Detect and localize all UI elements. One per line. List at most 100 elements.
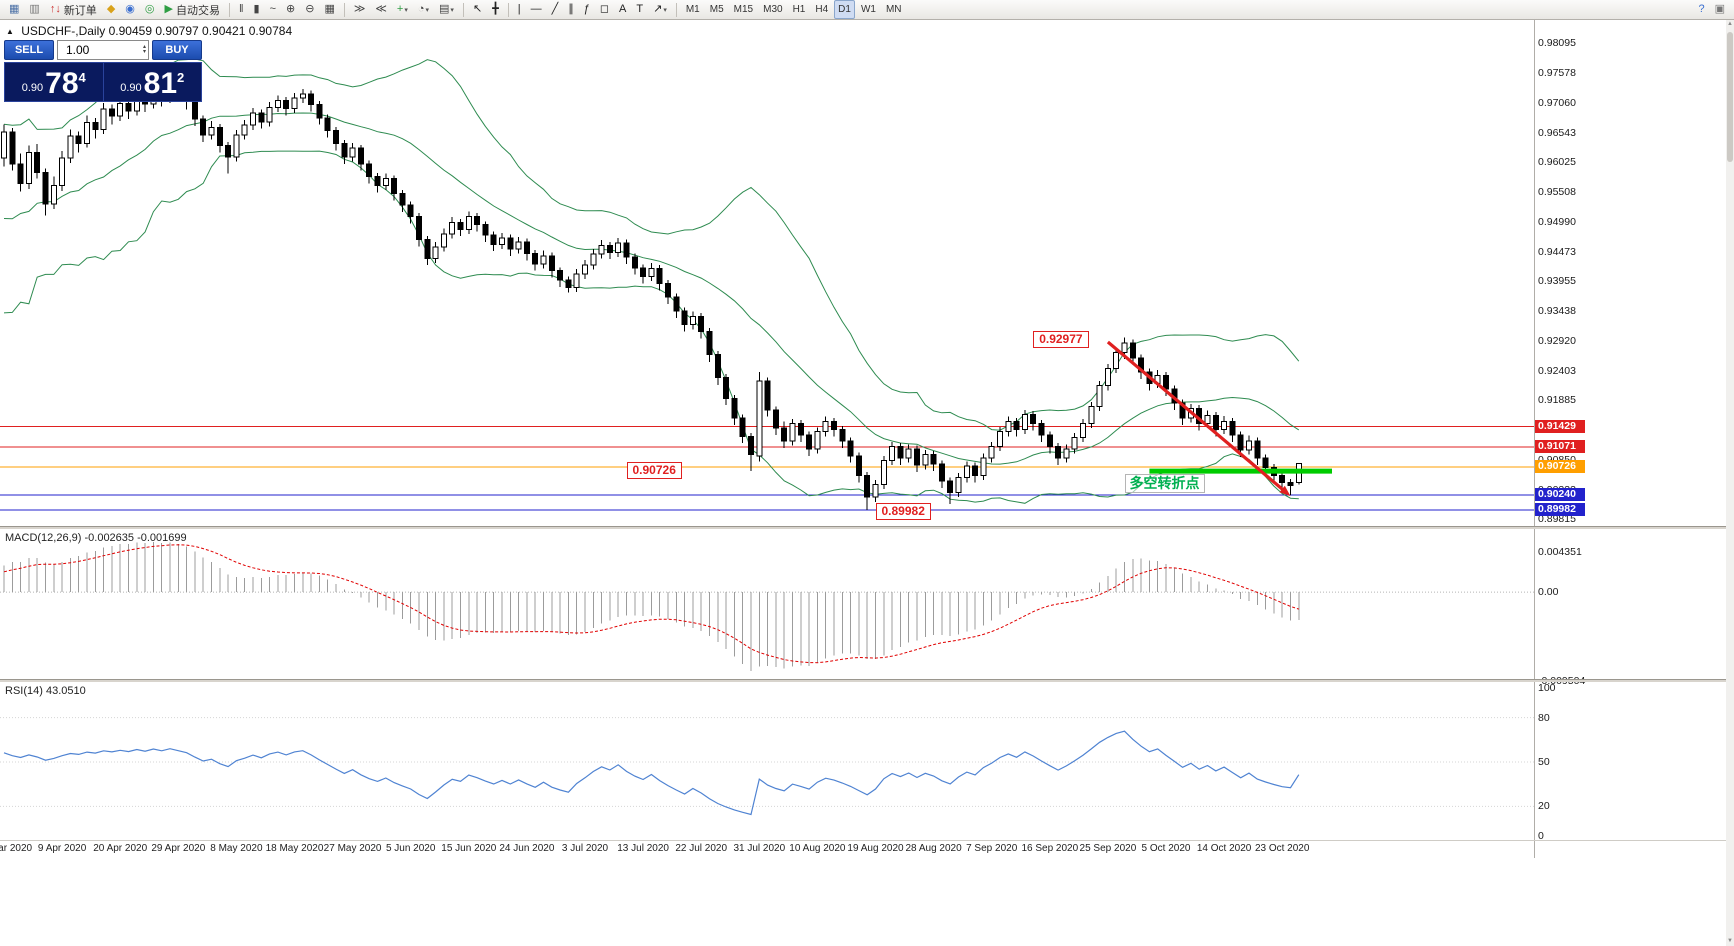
horizontal-line-icon[interactable]: — xyxy=(527,0,546,19)
candlestick-chart-icon[interactable]: ▮ xyxy=(250,0,264,19)
macd-histogram xyxy=(3,541,1300,672)
channel-glyph: ∥ xyxy=(568,3,574,15)
line-chart-icon[interactable]: ~ xyxy=(266,0,280,19)
price-tick-label: 0.96543 xyxy=(1538,126,1576,139)
panel-splitter-rsi[interactable] xyxy=(0,679,1726,682)
toolbar: ▦ ▥ ↑↓ 新订单 ◆ ◉ ◎ ▶ 自动交易 ‖ ▮ ~ ⊕ ⊖ ▦ ≫ ≪ + ▾ ◔ ▾ ▤ ▾ ↖ ╋ | — ╱ ∥ ƒ ◻ A T ↗… xyxy=(0,0,1734,20)
vertical-line-glyph: | xyxy=(517,3,521,15)
market-watch-icon[interactable]: ◉ xyxy=(121,0,139,19)
date-label: 5 Oct 2020 xyxy=(1141,843,1191,854)
timeframe-mn[interactable]: MN xyxy=(882,0,906,19)
pivot-note[interactable]: 多空转折点 xyxy=(1124,474,1205,494)
strategy-tester-icon[interactable]: ◎ xyxy=(141,0,159,19)
rsi-tick-label: 50 xyxy=(1538,756,1550,768)
indicators-caret-icon[interactable]: ▾ xyxy=(404,6,408,14)
arrows-caret-icon[interactable]: ▾ xyxy=(663,6,667,14)
symbol-period-label: USDCHF-,Daily xyxy=(21,24,106,38)
arrows-icon[interactable]: ↗ ▾ xyxy=(649,0,671,19)
timeframe-h4[interactable]: H4 xyxy=(811,0,832,19)
one-click-collapse-icon[interactable]: ▲ xyxy=(6,27,14,36)
channel-icon[interactable]: ∥ xyxy=(564,0,578,19)
timeframe-m1[interactable]: M1 xyxy=(682,0,704,19)
volume-down-icon[interactable]: ▾ xyxy=(142,49,146,55)
timeframe-m30[interactable]: M30 xyxy=(759,0,786,19)
templates-glyph: ▤ xyxy=(439,3,450,15)
rsi-panel-canvas[interactable] xyxy=(0,682,1534,840)
volume-spinner[interactable]: ▴ ▾ xyxy=(142,44,146,55)
text-label-glyph: T xyxy=(636,3,644,15)
templates-icon[interactable]: ▤ ▾ xyxy=(435,0,458,19)
periods-caret-icon[interactable]: ▾ xyxy=(425,6,430,14)
buy-price-prefix: 0.90 xyxy=(120,82,142,94)
fibonacci-icon[interactable]: ƒ xyxy=(580,0,594,19)
metaeditor-icon[interactable]: ◆ xyxy=(103,0,119,19)
crosshair-icon[interactable]: ╋ xyxy=(488,0,503,19)
tile-windows-icon[interactable]: ▦ xyxy=(320,0,338,19)
timeframe-m15[interactable]: M15 xyxy=(730,0,757,19)
auto-scroll-icon[interactable]: ≫ xyxy=(350,0,370,19)
new-order-button[interactable]: ↑↓ 新订单 xyxy=(46,0,101,19)
text-label-icon[interactable]: T xyxy=(632,0,647,19)
timeframe-h1[interactable]: H1 xyxy=(789,0,810,19)
text-icon[interactable]: A xyxy=(615,0,630,19)
bollinger-bands xyxy=(3,58,1300,504)
buy-button[interactable]: BUY xyxy=(152,40,202,60)
date-label: 31 Mar 2020 xyxy=(0,843,33,854)
help-icon[interactable]: ? xyxy=(1694,0,1708,19)
one-click-trading-panel: SELL 1.00 ▴ ▾ BUY 0.90 78 4 0.90 81 2 xyxy=(4,40,202,102)
scrollbar-thumb[interactable] xyxy=(1727,32,1733,162)
bar-chart-icon[interactable]: ‖ xyxy=(235,0,248,19)
date-label: 3 Jul 2020 xyxy=(561,843,609,854)
timeframe-h4-label: H4 xyxy=(815,4,829,15)
timeframe-mn-label: MN xyxy=(885,4,902,15)
shapes-icon[interactable]: ◻ xyxy=(596,0,613,19)
toolbar-group: | — ╱ ∥ ƒ ◻ A T ↗ ▾ xyxy=(513,0,672,19)
zoom-out-icon[interactable]: ⊖ xyxy=(301,0,318,19)
panel-splitter-macd[interactable] xyxy=(0,526,1726,529)
date-label: 27 May 2020 xyxy=(323,843,382,854)
profiles-icon[interactable]: ▥ xyxy=(25,0,43,19)
rsi-tick-label: 20 xyxy=(1538,800,1550,813)
price-callout-low[interactable]: 0.89982 xyxy=(875,503,931,520)
indicators-icon[interactable]: + ▾ xyxy=(393,0,412,19)
scroll-down-icon[interactable]: ▼ xyxy=(1727,938,1733,944)
price-callout-peak[interactable]: 0.92977 xyxy=(1033,330,1089,348)
periods-icon[interactable]: ◔ ▾ xyxy=(414,0,433,19)
cursor-icon[interactable]: ↖ xyxy=(469,0,486,19)
price-tick-label: 0.96025 xyxy=(1538,156,1576,169)
date-label: 7 Sep 2020 xyxy=(966,843,1018,854)
chart-shift-icon[interactable]: ≪ xyxy=(371,0,391,19)
volume-stepper[interactable]: 1.00 ▴ ▾ xyxy=(57,40,149,60)
macd-name: MACD(12,26,9) xyxy=(5,532,82,544)
hline-price-label: 0.89982 xyxy=(1535,502,1585,516)
trendline-icon[interactable]: ╱ xyxy=(548,0,563,19)
templates-caret-icon[interactable]: ▾ xyxy=(450,6,454,14)
vertical-line-icon[interactable]: | xyxy=(514,0,525,19)
autotrading-glyph: ▶ xyxy=(164,3,173,15)
rsi-tick-label: 0 xyxy=(1538,830,1544,842)
zoom-in-icon[interactable]: ⊕ xyxy=(282,0,299,19)
buy-price[interactable]: 0.90 81 2 xyxy=(104,63,202,101)
main-chart-canvas[interactable] xyxy=(0,20,1534,526)
macd-panel-canvas[interactable] xyxy=(0,529,1534,679)
window-layout-icon[interactable]: ▣ xyxy=(1711,0,1729,19)
volume-up-icon[interactable]: ▴ xyxy=(142,44,146,50)
timeframe-m5[interactable]: M5 xyxy=(706,0,728,19)
price-tick-label: 0.94473 xyxy=(1538,245,1576,258)
new-chart-icon[interactable]: ▦ xyxy=(5,0,23,19)
autotrading-button[interactable]: ▶ 自动交易 xyxy=(161,0,224,19)
price-callout-support[interactable]: 0.90726 xyxy=(626,461,682,479)
price-tick-label: 0.93438 xyxy=(1538,305,1576,318)
timeframe-m15-label: M15 xyxy=(733,4,754,15)
trend-arrow[interactable] xyxy=(1106,340,1291,497)
scroll-up-icon[interactable]: ▲ xyxy=(1727,21,1733,27)
sell-price[interactable]: 0.90 78 4 xyxy=(5,63,104,101)
vertical-scrollbar[interactable]: ▲ ▼ xyxy=(1726,20,1734,946)
date-label: 23 Oct 2020 xyxy=(1254,843,1310,854)
timeframe-d1[interactable]: D1 xyxy=(834,0,855,19)
price-tick-label: 0.91885 xyxy=(1538,394,1576,407)
timeframe-w1[interactable]: W1 xyxy=(857,0,880,19)
volume-value[interactable]: 1.00 xyxy=(66,43,90,57)
sell-button[interactable]: SELL xyxy=(4,40,54,60)
toolbar-group: ↖ ╋ xyxy=(468,0,504,19)
